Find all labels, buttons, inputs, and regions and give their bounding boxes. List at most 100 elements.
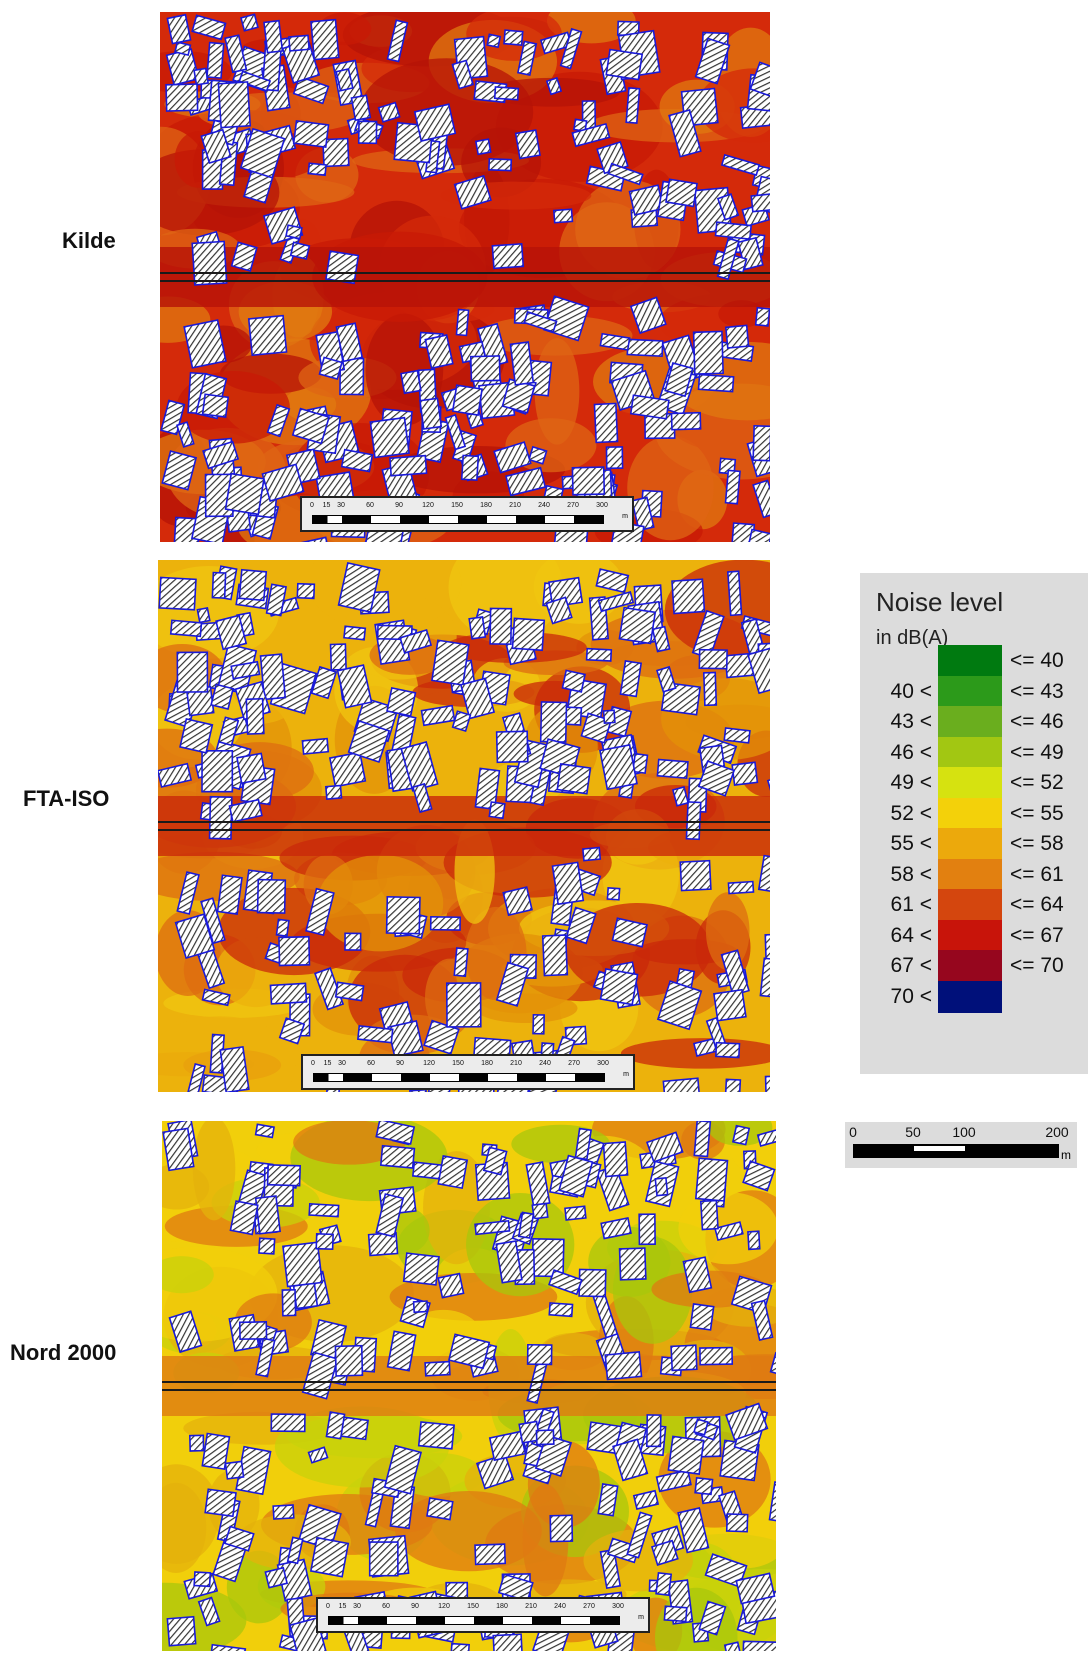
building xyxy=(558,1154,594,1198)
building xyxy=(607,162,644,186)
scalebar-tick-label: 300 xyxy=(596,502,608,509)
building xyxy=(585,647,613,662)
building xyxy=(206,41,225,79)
building xyxy=(747,645,770,695)
building xyxy=(509,341,535,386)
legend-row: 43 < <= 46 xyxy=(860,706,1088,738)
noise-zone xyxy=(705,892,750,970)
building xyxy=(265,583,288,617)
scalebar-unit: m xyxy=(622,513,628,520)
noise-zone xyxy=(317,854,444,952)
building xyxy=(196,606,211,624)
building xyxy=(240,13,259,32)
building xyxy=(689,1303,715,1331)
building xyxy=(604,1351,643,1381)
building xyxy=(340,448,374,473)
building xyxy=(724,324,750,349)
building xyxy=(389,454,428,477)
building xyxy=(752,479,770,519)
building xyxy=(411,782,433,814)
building xyxy=(318,356,343,380)
legend-lower-bound: 55 < xyxy=(890,832,932,855)
building xyxy=(208,795,233,840)
building xyxy=(497,1573,534,1603)
building xyxy=(328,751,367,788)
building xyxy=(356,1024,394,1044)
scalebar-tick-label: 210 xyxy=(509,502,521,509)
building xyxy=(298,1503,342,1550)
building xyxy=(281,1288,297,1317)
building xyxy=(296,536,333,542)
building xyxy=(704,1553,748,1588)
noise-zone xyxy=(395,1491,542,1572)
building xyxy=(656,758,689,780)
scalebar-tick-label: 240 xyxy=(539,1060,551,1067)
building xyxy=(697,760,736,797)
map-label-fta-iso: FTA-ISO xyxy=(23,786,110,811)
legend-row: 70 < xyxy=(860,980,1088,1013)
building xyxy=(278,935,311,967)
building xyxy=(742,1160,776,1192)
building xyxy=(692,330,724,375)
building xyxy=(207,1643,247,1651)
building xyxy=(238,1321,268,1341)
building xyxy=(682,1256,713,1294)
building xyxy=(693,1121,712,1158)
building xyxy=(618,1247,647,1281)
building xyxy=(375,1121,416,1145)
legend-scalebar-tick: 100 xyxy=(952,1124,976,1140)
building xyxy=(656,980,703,1031)
building xyxy=(602,709,616,725)
building xyxy=(611,917,648,948)
building xyxy=(201,393,230,418)
legend-swatch xyxy=(938,767,1002,799)
building xyxy=(270,1413,306,1433)
building xyxy=(697,373,735,393)
scalebar-tick-label: 150 xyxy=(451,502,463,509)
legend-lower-bound: 70 < xyxy=(890,984,932,1008)
scalebar-tick-label: 120 xyxy=(423,1060,435,1067)
scalebar-tick-label: 240 xyxy=(554,1603,566,1610)
building xyxy=(597,1483,619,1517)
building xyxy=(424,334,454,370)
building xyxy=(597,590,635,613)
legend-swatch xyxy=(938,828,1002,860)
building xyxy=(750,1299,774,1341)
building xyxy=(377,101,401,123)
building xyxy=(631,752,649,774)
building xyxy=(269,982,308,1005)
building xyxy=(714,221,753,240)
building xyxy=(542,295,590,342)
building xyxy=(599,968,639,1006)
building xyxy=(559,27,583,70)
legend-scalebar-segment xyxy=(914,1146,965,1151)
building xyxy=(426,1497,454,1521)
legend-upper-bound: <= 40 xyxy=(1010,649,1064,672)
building xyxy=(626,338,664,358)
building xyxy=(445,982,482,1028)
building xyxy=(230,241,258,272)
building xyxy=(301,1351,339,1400)
building xyxy=(291,407,331,445)
legend-swatch xyxy=(938,889,1002,921)
building xyxy=(655,1571,673,1597)
scalebar-tick-label: 0 xyxy=(310,502,314,509)
scalebar-tick-label: 90 xyxy=(395,502,403,509)
building xyxy=(698,648,728,670)
building xyxy=(605,446,624,470)
legend-swatch xyxy=(938,950,1002,982)
building xyxy=(223,1525,255,1552)
building xyxy=(766,774,770,794)
building xyxy=(369,416,410,459)
scalebar-bar xyxy=(312,515,604,524)
building xyxy=(534,1434,573,1477)
building xyxy=(174,41,192,57)
building xyxy=(451,384,483,416)
building xyxy=(215,614,248,651)
building xyxy=(255,1337,276,1378)
building xyxy=(324,784,343,800)
building xyxy=(278,1017,306,1045)
legend-swatch xyxy=(938,706,1002,738)
building xyxy=(638,1213,656,1246)
building xyxy=(386,19,409,63)
